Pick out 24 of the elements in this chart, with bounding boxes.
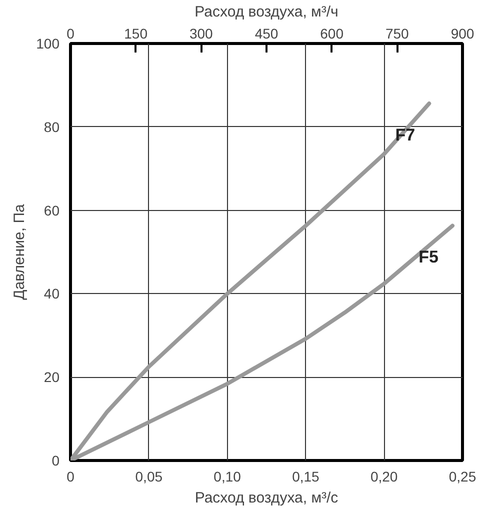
x2-tick-label: 300: [189, 26, 214, 42]
series-label: F5: [418, 248, 438, 267]
y-tick-label: 100: [36, 36, 60, 52]
x-tick-label: 0,25: [448, 468, 476, 484]
x-axis-title: Расход воздуха, м³/с: [194, 490, 339, 506]
x2-tick-label: 900: [450, 26, 474, 42]
x2-tick-label: 0: [66, 26, 75, 42]
y-tick-label: 40: [44, 286, 60, 302]
x-tick-label: 0,05: [135, 468, 163, 484]
x-tick-label: 0,20: [370, 468, 398, 484]
y-tick-label: 80: [44, 118, 60, 135]
y-axis-title: Давление, Па: [11, 204, 28, 300]
y-tick-label: 0: [52, 452, 60, 468]
x2-tick-label: 600: [320, 26, 344, 42]
x-tick-label: 0,15: [292, 468, 320, 484]
x-tick-label: 0: [66, 468, 75, 484]
x2-tick-label: 150: [124, 26, 148, 42]
x2-axis-title: Расход воздуха, м³/ч: [194, 4, 338, 20]
y-tick-label: 20: [44, 369, 60, 386]
y-tick-label: 60: [44, 202, 60, 218]
x-tick-label: 0,10: [214, 468, 242, 484]
x2-tick-label: 750: [385, 26, 410, 42]
series-label: F7: [395, 126, 416, 145]
x2-tick-label: 450: [254, 26, 278, 42]
